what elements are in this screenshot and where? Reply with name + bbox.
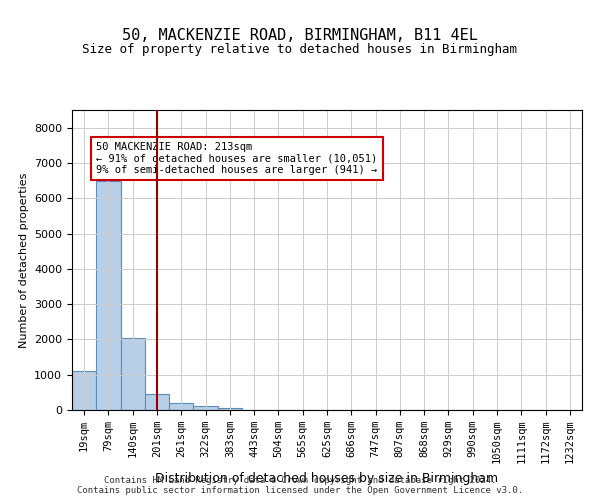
Bar bbox=[121, 338, 145, 410]
Bar bbox=[193, 406, 218, 410]
Bar bbox=[145, 394, 169, 410]
Text: 50 MACKENZIE ROAD: 213sqm
← 91% of detached houses are smaller (10,051)
9% of se: 50 MACKENZIE ROAD: 213sqm ← 91% of detac… bbox=[96, 142, 377, 175]
Text: Size of property relative to detached houses in Birmingham: Size of property relative to detached ho… bbox=[83, 42, 517, 56]
X-axis label: Distribution of detached houses by size in Birmingham: Distribution of detached houses by size … bbox=[155, 472, 499, 485]
Bar bbox=[96, 180, 121, 410]
Text: 50, MACKENZIE ROAD, BIRMINGHAM, B11 4EL: 50, MACKENZIE ROAD, BIRMINGHAM, B11 4EL bbox=[122, 28, 478, 42]
Bar bbox=[169, 403, 193, 410]
Y-axis label: Number of detached properties: Number of detached properties bbox=[19, 172, 29, 348]
Text: Contains HM Land Registry data © Crown copyright and database right 2024.
Contai: Contains HM Land Registry data © Crown c… bbox=[77, 476, 523, 495]
Bar bbox=[72, 371, 96, 410]
Bar bbox=[218, 408, 242, 410]
